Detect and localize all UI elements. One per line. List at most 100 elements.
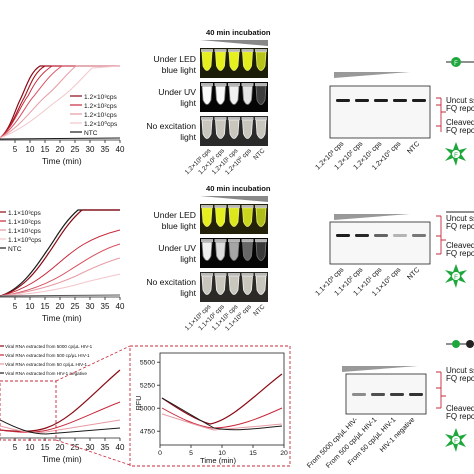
x-tick-label: 5: [13, 443, 18, 452]
gel-band: [371, 393, 385, 396]
x-tick-label: 40: [116, 145, 125, 154]
x-tick-label: 20: [56, 443, 65, 452]
x-tick-label: 25: [71, 302, 80, 311]
x-tick-label: 35: [101, 145, 110, 154]
inset-curve-500: [161, 407, 283, 429]
tube: [201, 241, 213, 261]
tube: [201, 85, 213, 105]
row3-curve-500: [0, 401, 121, 433]
row1-tube-panel: 40 min incubation Under LED blue light U…: [146, 28, 271, 176]
row1-gel-image: [329, 85, 431, 139]
tube: [242, 51, 253, 71]
tube: [228, 51, 240, 71]
row2-uncut-label-line1: Uncut ss: [446, 214, 474, 223]
row2-gel-image: [329, 221, 431, 265]
legend-entry: 1.2×10³cps: [84, 94, 118, 101]
tube: [215, 275, 226, 295]
tube-cap: [241, 49, 254, 52]
inset-curve-5000: [161, 373, 283, 425]
row1-uv-label-line2: light: [180, 98, 196, 108]
x-tick-label: 10: [26, 302, 35, 311]
tube: [255, 119, 267, 139]
x-tick-label: 35: [101, 302, 110, 311]
tube-cap: [241, 117, 254, 120]
tube: [201, 275, 213, 295]
x-tick-label: 5: [13, 302, 18, 311]
fluorophore-glyph: F: [454, 153, 458, 159]
zoom-connector: [55, 439, 131, 466]
row2-uv-label-line2: light: [180, 254, 196, 264]
tube-cap: [255, 49, 267, 52]
legend-entry: NTC: [8, 246, 22, 253]
gel-band: [374, 99, 388, 102]
tube-cap: [228, 83, 240, 86]
x-tick-label: 40: [116, 302, 125, 311]
row1-curve-1e0: [0, 65, 121, 139]
legend-entry: 1.1×10⁰cps: [8, 236, 42, 244]
burst-core: [452, 150, 460, 158]
row2-amplification-chart: 5 10 15 20 25 30 35 40 1.1×10³cps 1.1×10²cps 1.…: [0, 209, 125, 323]
row1-curve-1e2a: [0, 65, 120, 139]
row3-cleaved-label-line1: Cleaved: [446, 404, 474, 413]
legend-entry: 1.2×10¹cps: [84, 112, 118, 119]
sample-label: NTC: [252, 303, 267, 318]
row3-x-axis-title: Time (min): [42, 454, 82, 464]
x-tick-label: 15: [249, 450, 257, 457]
inset-curve-negative: [161, 397, 283, 431]
zoom-connector: [55, 345, 131, 382]
gel-band: [336, 234, 350, 237]
row1-incubation-heading: 40 min incubation: [206, 28, 271, 37]
tube-cap: [255, 117, 267, 120]
x-tick-label: 5: [13, 145, 18, 154]
row2-incubation-heading: 40 min incubation: [206, 184, 271, 193]
x-tick-label: 20: [56, 145, 65, 154]
tube: [255, 207, 267, 227]
row1-legend: 1.2×10³cps 1.2×10²cps 1.2×10¹cps 1.2×10⁰…: [70, 94, 118, 137]
x-tick-label: 0: [158, 450, 162, 457]
row3-gel-panel: From 5000 cp/μL HIV-From 500 cp/μL HIV-1…: [306, 340, 474, 470]
row1-gel-wedge: [334, 72, 410, 78]
tube-cap: [255, 273, 267, 276]
row3-amplification-chart: 5 10 15 20 25 30 35 40 Viral RNA extracted from…: [0, 344, 125, 464]
row1-bracket: [436, 97, 446, 132]
row3-inset-chart: RFU 5500 5250 5000 4750 0 5 10 15 20 Time (min): [55, 345, 291, 467]
x-tick-label: 35: [101, 443, 110, 452]
gel-band: [336, 99, 350, 102]
row2-curve-1e3: [0, 209, 120, 297]
row2-uncut-label-line2: FQ repor: [446, 222, 474, 231]
tube-cap: [228, 49, 240, 52]
tube: [215, 85, 226, 105]
row2-noexc-label-line2: light: [180, 288, 196, 298]
row2-x-axis-title: Time (min): [42, 313, 82, 323]
tube: [255, 241, 267, 261]
tube-cap: [214, 273, 227, 276]
legend-entry: 1.1×10³cps: [8, 210, 42, 217]
tube: [228, 275, 240, 295]
tube-cap: [241, 205, 254, 208]
legend-entry: 1.2×10⁰cps: [84, 120, 118, 128]
gel-band: [409, 393, 423, 396]
gel-band: [355, 99, 369, 102]
row2-gel-wedge: [334, 214, 410, 220]
x-tick-label: 25: [71, 443, 80, 452]
row2-concentration-wedge: [200, 196, 268, 202]
row1-x-axis-title: Time (min): [42, 156, 82, 166]
tube: [255, 275, 267, 295]
tube-cap: [241, 239, 254, 242]
tube: [201, 51, 213, 71]
fluorophore-glyph: F: [454, 275, 458, 281]
tube-cap: [214, 205, 227, 208]
tube-cap: [255, 239, 267, 242]
row3-zoom-box: [0, 380, 57, 441]
row1-noexc-label-line1: No excitation: [146, 121, 196, 131]
row3-quencher-icon: [466, 340, 474, 348]
tube-cap: [214, 49, 227, 52]
y-tick-label: 5500: [140, 360, 155, 367]
tube-cap: [228, 273, 240, 276]
tube-cap: [201, 273, 213, 276]
x-tick-label: 40: [116, 443, 125, 452]
gel-band: [393, 99, 407, 102]
